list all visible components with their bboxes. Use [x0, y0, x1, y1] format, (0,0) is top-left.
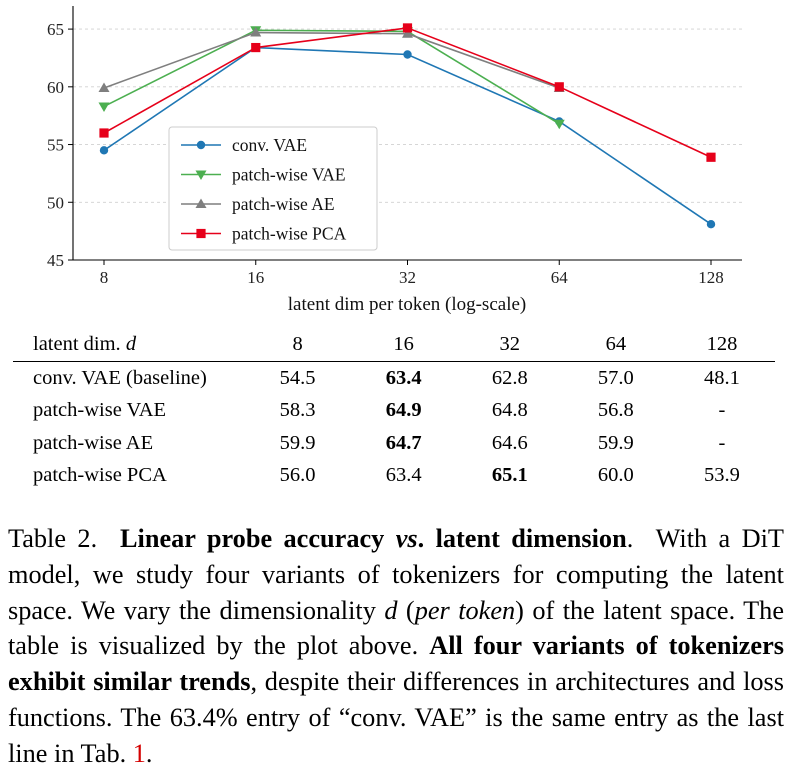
- table-caption: Table 2. Linear probe accuracy vs. laten…: [8, 521, 784, 772]
- table-cell-best: 64.9: [385, 399, 422, 422]
- table-cell: 64.6: [491, 431, 528, 454]
- legend-label: conv. VAE: [232, 135, 307, 155]
- legend-marker: [196, 228, 206, 239]
- row-label: patch-wise AE: [33, 431, 154, 454]
- table-cell-best: 65.1: [491, 464, 528, 487]
- table-cell: 59.9: [279, 431, 316, 454]
- data-point: [554, 82, 564, 92]
- caption-var-d: d: [384, 595, 398, 625]
- data-point: [99, 128, 109, 138]
- x-tick-label: 64: [551, 268, 569, 287]
- table-row: conv. VAE (baseline) 54.5 63.4 62.8 57.0…: [13, 362, 775, 395]
- data-point: [98, 102, 110, 112]
- y-tick-label: 50: [47, 193, 64, 212]
- header-label-prefix: latent dim.: [33, 332, 121, 355]
- row-label: conv. VAE (baseline): [33, 366, 207, 389]
- table-cell: 56.0: [279, 464, 316, 487]
- data-point: [250, 27, 262, 37]
- table-header-cell: 128: [668, 327, 775, 362]
- results-table: latent dim. d 8 16 32 64 128 conv. VAE (…: [13, 327, 775, 492]
- table-cell: 48.1: [704, 366, 740, 389]
- table-cell: 57.0: [597, 366, 634, 389]
- table-row: patch-wise VAE 58.3 64.9 64.8 56.8 -: [13, 395, 775, 428]
- table-cell: 63.4: [385, 464, 422, 487]
- data-point: [402, 28, 413, 38]
- series-patch-wise-vae: [98, 26, 565, 130]
- data-series: [98, 23, 716, 229]
- data-point: [99, 146, 109, 155]
- legend-label: patch-wise VAE: [232, 165, 346, 185]
- caption-title-part: . latent dimension: [417, 524, 627, 553]
- caption-title-vs: vs: [395, 524, 418, 553]
- series-patch-wise-ae: [98, 27, 565, 92]
- table-cell: 58.3: [279, 399, 316, 422]
- legend-marker: [195, 198, 207, 208]
- row-label: patch-wise PCA: [33, 464, 167, 487]
- table-cell: 62.8: [491, 366, 528, 389]
- caption-bold-claim: All four variants of tokenizers exhibit …: [8, 631, 784, 697]
- table-header-row: latent dim. d 8 16 32 64 128: [13, 327, 775, 362]
- table-cell-best: 63.4: [385, 366, 422, 389]
- table-cell-best: 64.7: [385, 431, 422, 454]
- caption-title-end: .: [626, 524, 634, 553]
- x-tick-label: 16: [247, 268, 264, 287]
- caption-label: Table 2.: [8, 524, 98, 553]
- data-point: [402, 23, 413, 33]
- x-tick-label: 32: [399, 268, 416, 287]
- header-label-var: d: [125, 332, 137, 355]
- table-cell: 60.0: [597, 464, 634, 487]
- data-point: [706, 220, 716, 229]
- table-header-cell: 8: [244, 327, 351, 362]
- legend-marker: [196, 140, 206, 150]
- caption-per-token: per token: [414, 595, 516, 625]
- table-reference-link[interactable]: 1: [132, 738, 146, 768]
- caption-sentence: , despite their differences in architect…: [8, 667, 784, 768]
- axis-ticks: 45 50 55 60 65 8 16 32 64 128: [47, 20, 724, 287]
- table-header-cell: 64: [562, 327, 669, 362]
- legend-marker: [195, 170, 207, 180]
- data-point: [98, 82, 110, 92]
- legend-label: patch-wise AE: [232, 194, 335, 214]
- series-line: [103, 31, 560, 89]
- y-tick-label: 65: [47, 20, 64, 39]
- line-chart: 45 50 55 60 65 8 16 32 64 128 latent dim per toke…: [47, 6, 742, 315]
- x-axis-label: latent dim per token (log-scale): [288, 294, 526, 315]
- y-tick-label: 60: [47, 78, 64, 97]
- table-header-cell: 32: [456, 327, 563, 362]
- legend-box: [168, 126, 378, 251]
- table-header-cell: 16: [350, 327, 457, 362]
- table-cell: 54.5: [279, 366, 316, 389]
- table-cell: -: [718, 399, 726, 422]
- table-header-label: latent dim. d: [13, 327, 245, 362]
- y-tick-label: 45: [47, 251, 64, 270]
- legend: conv. VAE patch-wise VAE patch-wise AE patc…: [168, 126, 378, 251]
- series-line: [103, 29, 560, 125]
- data-point: [403, 50, 412, 59]
- caption-paren: (: [405, 595, 415, 625]
- x-tick-label: 128: [698, 268, 724, 287]
- table-row: patch-wise PCA 56.0 63.4 65.1 60.0 53.9: [13, 460, 775, 493]
- caption-sentence: With a DiT model, we study four variants…: [8, 524, 784, 625]
- caption-sentence: ) of the latent space. The table is visu…: [8, 595, 785, 661]
- table-cell: 56.8: [597, 399, 634, 422]
- row-label: patch-wise VAE: [33, 399, 167, 422]
- data-point: [251, 42, 261, 53]
- y-tick-label: 55: [47, 136, 64, 155]
- series-patch-wise-pca: [99, 23, 716, 162]
- table-row: patch-wise AE 59.9 64.7 64.6 59.9 -: [13, 427, 775, 460]
- data-point: [553, 119, 565, 130]
- caption-title-part: Linear probe accuracy: [119, 524, 385, 553]
- table-cell: -: [718, 431, 726, 454]
- table-cell: 53.9: [704, 464, 740, 487]
- table-cell: 59.9: [597, 431, 634, 454]
- table-cell: 64.8: [491, 399, 528, 422]
- x-tick-label: 8: [100, 268, 109, 287]
- legend-label: patch-wise PCA: [232, 224, 347, 244]
- caption-end: .: [145, 738, 153, 768]
- data-point: [706, 152, 716, 162]
